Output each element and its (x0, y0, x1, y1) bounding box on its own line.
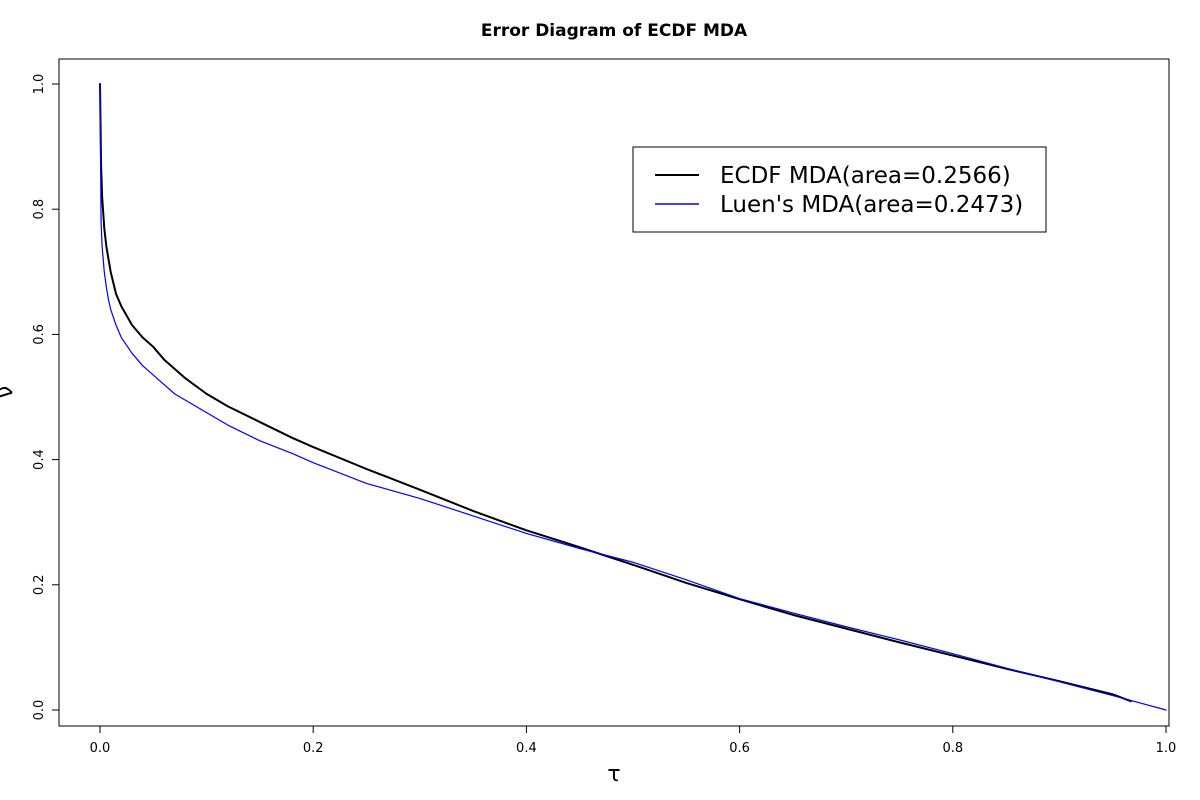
legend-box (632, 146, 1047, 233)
series-group (99, 83, 1167, 711)
x-tick-label: 0.2 (303, 741, 324, 756)
legend-label: Luen's MDA(area=0.2473) (720, 192, 1023, 218)
chart-title: Error Diagram of ECDF MDA (481, 21, 748, 41)
plot-area-frame (58, 58, 1170, 727)
y-tick-label: 0.8 (32, 199, 47, 220)
y-tick-label: 0.2 (32, 574, 47, 595)
legend-label: ECDF MDA(area=0.2566) (720, 163, 1011, 189)
y-tick-label: 0.0 (32, 700, 47, 721)
series-line-luens-mda (99, 83, 1167, 711)
x-tick-label: 1.0 (1156, 741, 1177, 756)
y-axis: 0.0 0.2 0.4 0.6 0.8 1.0 (32, 74, 59, 721)
x-axis-label: τ (607, 762, 620, 787)
y-tick-label: 1.0 (32, 74, 47, 95)
y-axis-label: ν (0, 386, 18, 398)
x-axis: 0.0 0.2 0.4 0.6 0.8 1.0 (90, 726, 1177, 756)
legend: ECDF MDA(area=0.2566) Luen's MDA(area=0.2… (632, 146, 1047, 233)
x-tick-label: 0.0 (90, 741, 111, 756)
y-tick-label: 0.4 (32, 449, 47, 470)
series-line-ecdf-mda (99, 83, 1132, 703)
x-tick-label: 0.6 (729, 741, 750, 756)
y-tick-label: 0.6 (32, 324, 47, 345)
x-tick-label: 0.4 (516, 741, 537, 756)
x-tick-label: 0.8 (942, 741, 963, 756)
legend-items: ECDF MDA(area=0.2566) Luen's MDA(area=0.2… (655, 163, 1023, 218)
